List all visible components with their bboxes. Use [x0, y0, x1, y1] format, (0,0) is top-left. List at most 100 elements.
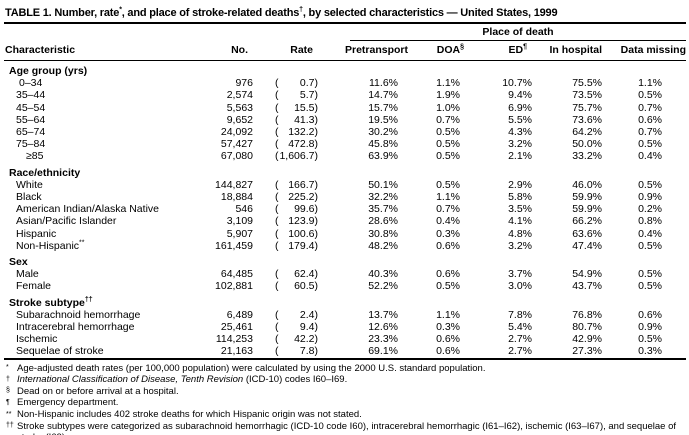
rate-close-paren: ) — [314, 268, 319, 281]
cell-rate: (60.5) — [256, 280, 324, 292]
data-row: ≥85 67,080 (1,606.7) 63.9% 0.5% 2.1% 33.2% 0.4% — [4, 150, 686, 162]
rate-value: 132.2 — [288, 126, 315, 139]
cell-no: 3,109 — [226, 215, 253, 228]
title-text: , by selected characteristics — United S… — [302, 7, 558, 19]
cell-data-missing: 0.6% — [638, 113, 663, 126]
cell-ed: 10.7% — [502, 77, 532, 90]
footnote-text: Stroke subtypes were categorized as suba… — [17, 420, 677, 435]
cell-in-hospital: 80.7% — [572, 321, 602, 334]
cell-no: 102,881 — [215, 280, 253, 293]
cell-pretransport: 19.5% — [368, 113, 398, 126]
data-row: White 144,827(166.7) 50.1% 0.5% 2.9% 46.0% 0.5… — [4, 179, 686, 191]
cell-characteristic: Sequelae of stroke — [16, 345, 104, 358]
cell-doa: 0.6% — [436, 239, 460, 252]
rate-value: 1,606.7 — [279, 150, 315, 163]
cell-characteristic: Ischemic — [16, 333, 58, 346]
footnote: † International Classification of Disease… — [4, 374, 686, 386]
rate-close-paren: ) — [314, 215, 319, 228]
footnote-marker: § — [6, 387, 10, 395]
cell-no: 67,080 — [220, 150, 253, 163]
column-header-row: Characteristic No. Rate Pretransport DOA… — [4, 41, 687, 61]
cell-pretransport: 69.1% — [368, 345, 398, 358]
footnote-text: Non-Hispanic includes 402 stroke deaths … — [17, 409, 362, 421]
footnote: †† Stroke subtypes were categorized as su… — [4, 421, 686, 435]
rate-close-paren: ) — [314, 227, 319, 240]
cell-doa: 0.7% — [436, 113, 460, 126]
cell-pretransport: 30.2% — [368, 126, 398, 139]
data-row: 45–54 5,563(15.5) 15.7% 1.0% 6.9% 75.7% 0.7% — [4, 102, 686, 114]
cell-pretransport: 30.8% — [368, 227, 398, 240]
cell-pretransport: 32.2% — [368, 191, 398, 204]
cell-data-missing: 0.5% — [638, 89, 663, 102]
cell-data-missing: 0.9% — [638, 321, 663, 334]
data-row: 35–44 2,574(5.7) 14.7% 1.9% 9.4% 73.5% 0.5% — [4, 89, 686, 101]
cell-in-hospital: 75.5% — [572, 77, 602, 90]
cell-no: 976 — [235, 77, 253, 90]
cell-rate: (123.9) — [256, 215, 324, 227]
cell-pretransport: 52.2% — [368, 280, 398, 293]
section-row: Race/ethnicity — [4, 163, 686, 179]
col-header-label: Data missing — [620, 44, 687, 56]
cell-pretransport: 50.1% — [368, 178, 398, 191]
cell-no: 6,489 — [226, 308, 253, 321]
rate-open-paren: ( — [275, 138, 279, 151]
cell-ed: 6.9% — [508, 101, 532, 114]
rate-close-paren: ) — [314, 345, 319, 358]
col-header-pretransport: Pretransport — [324, 41, 408, 61]
data-row: 55–64 9,652(41.3) 19.5% 0.7% 5.5% 73.6% 0.6% — [4, 114, 686, 126]
rate-open-paren: ( — [275, 268, 279, 281]
cell-data-missing: 1.1% — [638, 77, 663, 90]
footnote-text: Dead on or before arrival at a hospital. — [17, 385, 179, 397]
cell-characteristic: 35–44 — [16, 89, 46, 102]
rate-close-paren: ) — [314, 239, 319, 252]
rate-value: 123.9 — [288, 215, 315, 228]
cell-rate: (42.2) — [256, 333, 324, 345]
rate-value: 42.2 — [294, 333, 315, 346]
cell-doa: 1.1% — [436, 191, 460, 204]
data-row: Subarachnoid hemorrhage 6,489(2.4) 13.7% 1.… — [4, 309, 686, 321]
rate-open-paren: ( — [275, 191, 279, 204]
cell-pretransport: 40.3% — [368, 268, 398, 281]
footnotes: * Age-adjusted death rates (per 100,000 p… — [4, 363, 686, 435]
cell-doa: 0.6% — [436, 333, 460, 346]
rate-open-paren: ( — [275, 321, 279, 334]
cell-ed: 9.4% — [508, 89, 532, 102]
cell-rate: (41.3) — [256, 114, 324, 126]
title-footnote-marker-asterisk: * — [119, 6, 122, 14]
cell-characteristic: Female — [16, 280, 52, 293]
cell-characteristic: 45–54 — [16, 101, 46, 114]
cell-pretransport: 13.7% — [368, 308, 398, 321]
cell-rate: (99.6) — [256, 203, 324, 215]
rate-open-paren: ( — [275, 126, 279, 139]
rate-value: 225.2 — [288, 191, 315, 204]
cell-ed: 2.7% — [508, 333, 532, 346]
cell-ed: 4.8% — [508, 227, 532, 240]
rate-value: 472.8 — [288, 138, 315, 151]
cell-data-missing: 0.5% — [638, 268, 663, 281]
cell-characteristic: Subarachnoid hemorrhage — [16, 308, 141, 321]
data-row: Sequelae of stroke 21,163(7.8) 69.1% 0.6% 2.… — [4, 345, 686, 358]
rate-value: 60.5 — [294, 280, 315, 293]
cell-doa: 0.5% — [436, 138, 460, 151]
footnote: § Dead on or before arrival at a hospital… — [4, 386, 686, 398]
cell-no: 24,092 — [220, 126, 253, 139]
cell-characteristic: Intracerebral hemorrhage — [16, 321, 135, 334]
cell-doa: 0.3% — [436, 227, 460, 240]
section-row: Age group (yrs) — [4, 61, 686, 78]
rate-close-paren: ) — [314, 77, 319, 90]
cell-data-missing: 0.9% — [638, 191, 663, 204]
cell-pretransport: 45.8% — [368, 138, 398, 151]
cell-doa: 1.1% — [436, 77, 460, 90]
rate-value: 2.4 — [299, 308, 315, 321]
rate-value: 9.4 — [299, 321, 315, 334]
cell-characteristic: American Indian/Alaska Native — [16, 203, 159, 216]
cell-ed: 3.2% — [508, 138, 532, 151]
col-header-label: ED — [508, 44, 524, 56]
col-header-ed: ED¶ — [464, 41, 532, 61]
cell-pretransport: 23.3% — [368, 333, 398, 346]
data-row: American Indian/Alaska Native 546(99.6) 35… — [4, 203, 686, 215]
cell-characteristic: 55–64 — [16, 113, 46, 126]
col-header-doa: DOA§ — [408, 41, 464, 61]
rate-open-paren: ( — [275, 227, 279, 240]
cell-no: 5,907 — [226, 227, 253, 240]
